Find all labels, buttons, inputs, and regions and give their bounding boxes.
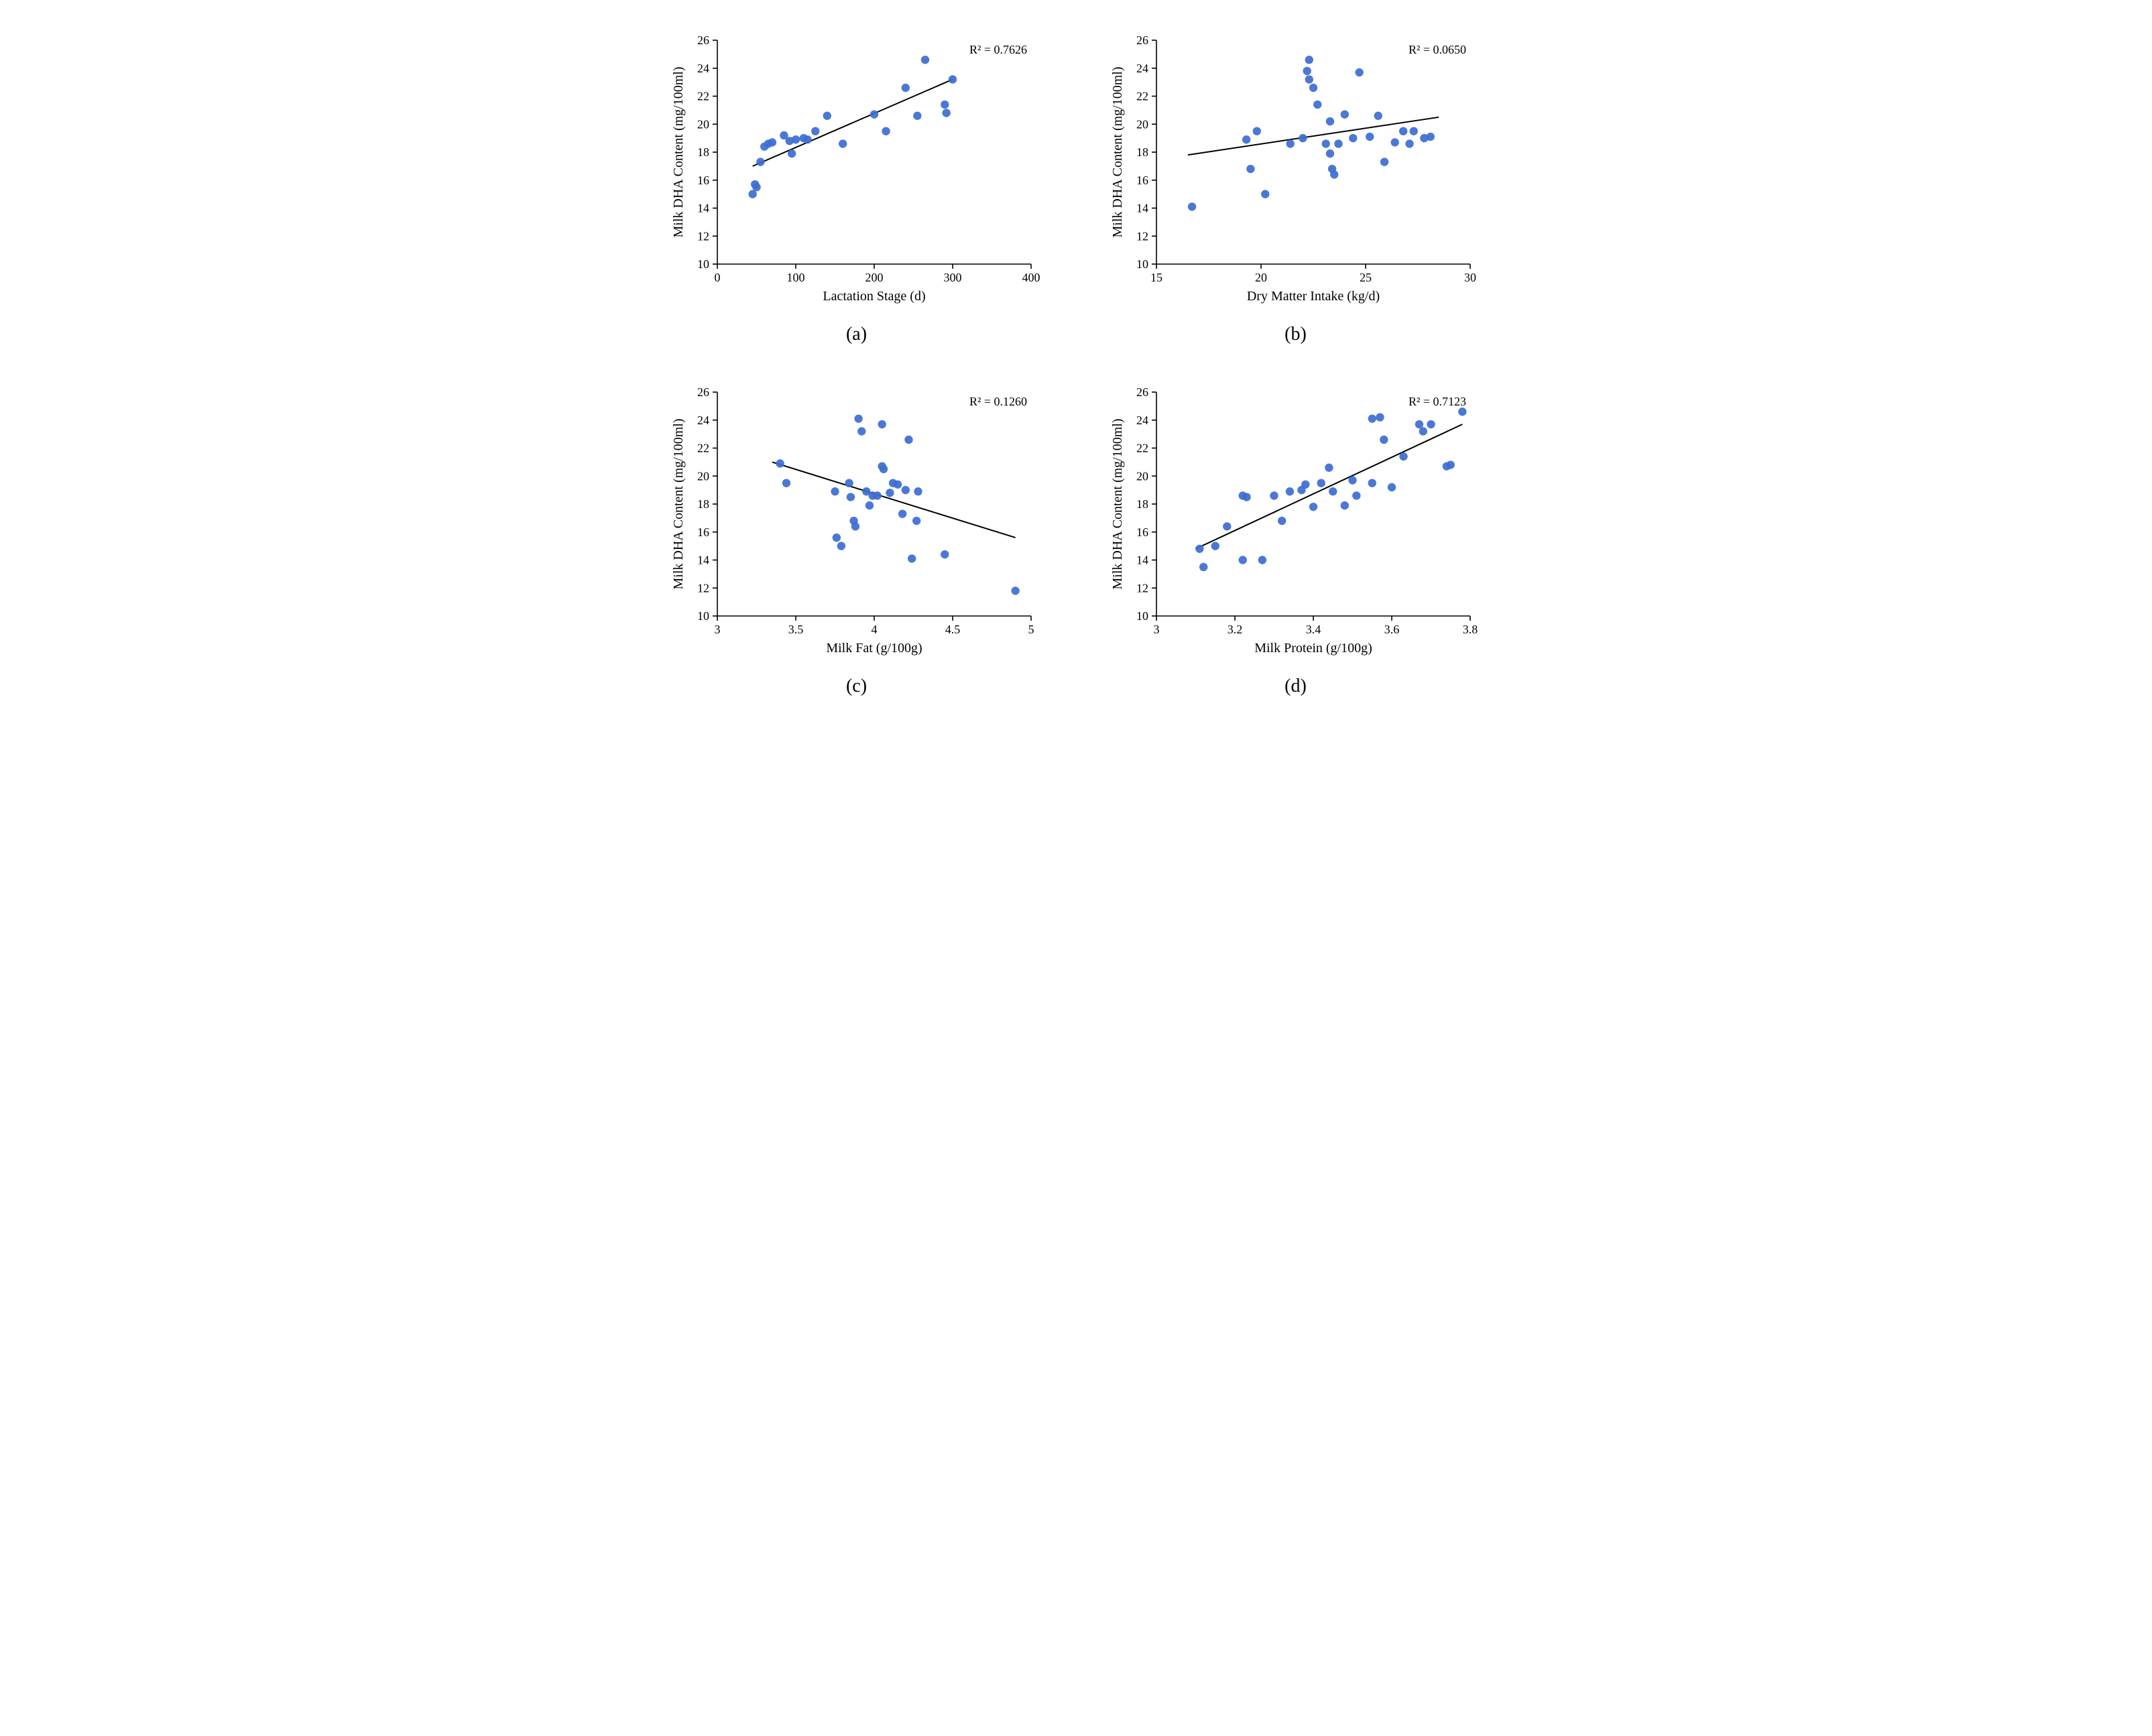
svg-text:26: 26 [1136, 34, 1148, 47]
chart-a: 0 100 200 300 400 10 12 14 16 18 20 22 24 26 Lactation… [669, 27, 1044, 312]
svg-text:400: 400 [1022, 271, 1040, 284]
svg-text:26: 26 [1136, 385, 1148, 399]
svg-text:20: 20 [697, 117, 709, 131]
svg-text:Milk DHA Content (mg/100ml): Milk DHA Content (mg/100ml) [671, 419, 686, 590]
panel-c: 3 3.5 4 4.5 5 10 12 14 16 18 20 22 24 26 Milk Fat (g/1… [660, 379, 1053, 697]
svg-text:14: 14 [697, 202, 709, 215]
panel-b-label: (b) [1284, 324, 1307, 345]
svg-text:24: 24 [697, 414, 709, 427]
svg-text:14: 14 [697, 554, 709, 567]
svg-text:Milk DHA Content (mg/100ml): Milk DHA Content (mg/100ml) [671, 67, 686, 238]
svg-text:10: 10 [1136, 257, 1148, 271]
panel-c-label: (c) [846, 676, 867, 697]
figure-grid: 0 100 200 300 400 10 12 14 16 18 20 22 24 26 Lactation… [660, 27, 1492, 697]
svg-text:18: 18 [697, 497, 709, 511]
svg-text:24: 24 [697, 62, 709, 75]
svg-text:22: 22 [1136, 90, 1148, 103]
panel-a: 0 100 200 300 400 10 12 14 16 18 20 22 24 26 Lactation… [660, 27, 1053, 345]
svg-text:20: 20 [1255, 271, 1267, 284]
svg-text:22: 22 [697, 442, 709, 455]
svg-text:12: 12 [1136, 581, 1148, 595]
svg-text:3.8: 3.8 [1462, 623, 1478, 636]
svg-text:Milk DHA Content (mg/100ml): Milk DHA Content (mg/100ml) [1110, 67, 1125, 238]
svg-text:18: 18 [1136, 497, 1148, 511]
svg-text:Milk DHA Content (mg/100ml): Milk DHA Content (mg/100ml) [1110, 419, 1125, 590]
svg-text:Lactation Stage (d): Lactation Stage (d) [823, 289, 925, 304]
svg-text:4.5: 4.5 [945, 623, 960, 636]
svg-text:18: 18 [697, 145, 709, 159]
svg-text:22: 22 [697, 90, 709, 103]
svg-text:26: 26 [697, 34, 709, 47]
svg-text:R² = 0.7123: R² = 0.7123 [1408, 395, 1466, 408]
svg-text:R² = 0.0650: R² = 0.0650 [1408, 43, 1466, 56]
svg-text:24: 24 [1136, 62, 1148, 75]
svg-text:30: 30 [1464, 271, 1476, 284]
svg-text:16: 16 [697, 174, 709, 187]
svg-text:26: 26 [697, 385, 709, 399]
svg-text:16: 16 [1136, 525, 1148, 539]
svg-text:24: 24 [1136, 414, 1148, 427]
svg-text:R² = 0.7626: R² = 0.7626 [969, 43, 1026, 56]
svg-text:10: 10 [697, 609, 709, 623]
svg-text:20: 20 [1136, 117, 1148, 131]
svg-text:10: 10 [697, 257, 709, 271]
svg-text:0: 0 [714, 271, 720, 284]
svg-text:3: 3 [1153, 623, 1159, 636]
svg-text:18: 18 [1136, 145, 1148, 159]
svg-text:22: 22 [1136, 442, 1148, 455]
svg-text:100: 100 [786, 271, 804, 284]
panel-d-label: (d) [1284, 676, 1307, 697]
svg-text:4: 4 [871, 623, 877, 636]
panel-a-label: (a) [846, 324, 867, 345]
svg-text:14: 14 [1136, 554, 1148, 567]
svg-text:Dry Matter Intake (kg/d): Dry Matter Intake (kg/d) [1246, 289, 1379, 304]
svg-text:3.2: 3.2 [1227, 623, 1242, 636]
svg-text:R² = 0.1260: R² = 0.1260 [969, 395, 1026, 408]
svg-text:Milk Protein (g/100g): Milk Protein (g/100g) [1254, 641, 1372, 656]
svg-text:Milk Fat (g/100g): Milk Fat (g/100g) [826, 641, 922, 656]
svg-text:3.6: 3.6 [1384, 623, 1399, 636]
svg-text:12: 12 [697, 229, 709, 243]
svg-text:10: 10 [1136, 609, 1148, 623]
svg-text:3: 3 [714, 623, 720, 636]
svg-text:14: 14 [1136, 202, 1148, 215]
svg-text:3.4: 3.4 [1305, 623, 1321, 636]
svg-text:16: 16 [697, 525, 709, 539]
svg-text:16: 16 [1136, 174, 1148, 187]
svg-text:15: 15 [1150, 271, 1162, 284]
panel-d: 3 3.2 3.4 3.6 3.8 10 12 14 16 18 20 22 24 26 Milk Prot… [1099, 379, 1492, 697]
svg-text:12: 12 [697, 581, 709, 595]
svg-text:3.5: 3.5 [788, 623, 803, 636]
chart-c: 3 3.5 4 4.5 5 10 12 14 16 18 20 22 24 26 Milk Fat (g/1… [669, 379, 1044, 664]
svg-text:200: 200 [865, 271, 883, 284]
chart-b: 15 20 25 30 10 12 14 16 18 20 22 24 26 Dry Matter Int… [1108, 27, 1484, 312]
svg-text:20: 20 [1136, 469, 1148, 483]
svg-text:5: 5 [1028, 623, 1034, 636]
svg-text:300: 300 [943, 271, 961, 284]
svg-text:12: 12 [1136, 229, 1148, 243]
panel-b: 15 20 25 30 10 12 14 16 18 20 22 24 26 Dry Matter Int… [1099, 27, 1492, 345]
svg-text:20: 20 [697, 469, 709, 483]
svg-text:25: 25 [1360, 271, 1372, 284]
chart-d: 3 3.2 3.4 3.6 3.8 10 12 14 16 18 20 22 24 26 Milk Prot… [1108, 379, 1484, 664]
